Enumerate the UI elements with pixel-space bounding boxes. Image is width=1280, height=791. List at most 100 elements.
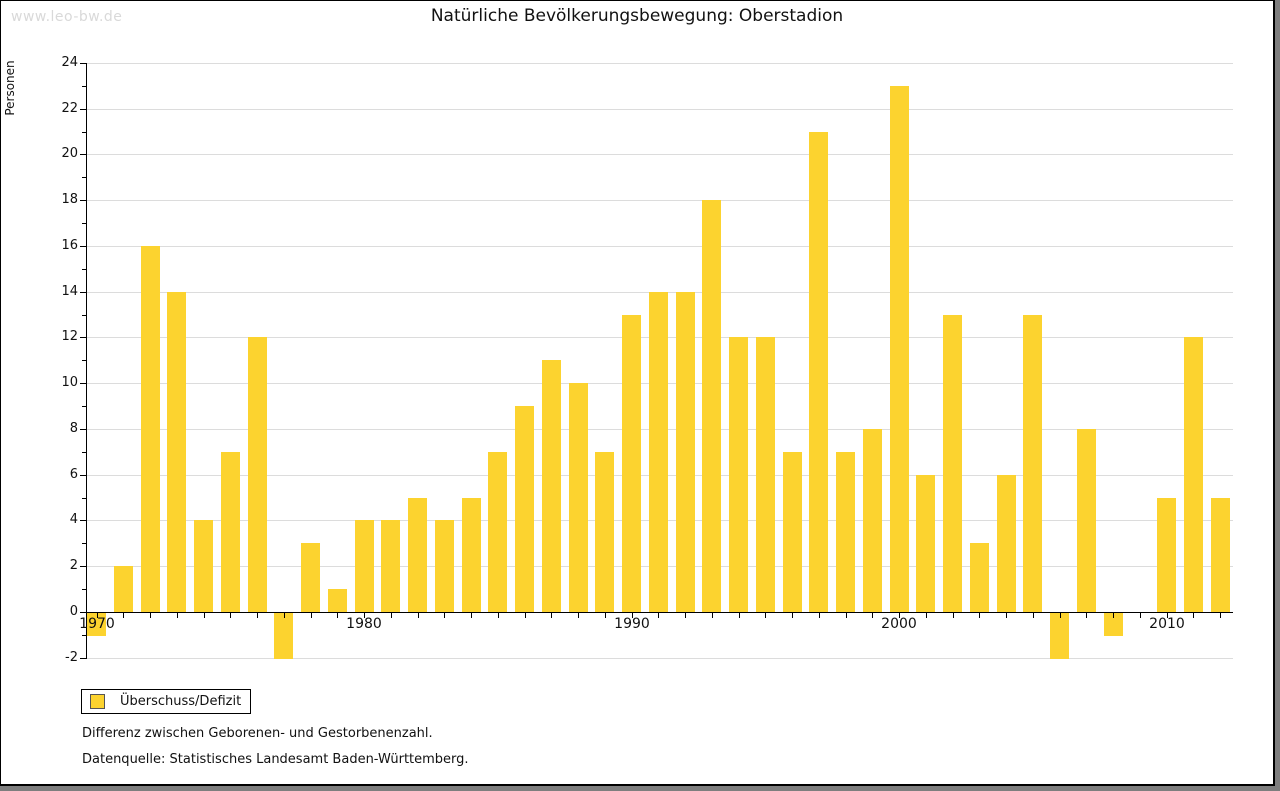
x-tick-2012 [1220, 613, 1221, 618]
x-tick-1991 [658, 613, 659, 618]
x-tick-1995 [765, 613, 766, 618]
x-tick-1977 [284, 613, 285, 618]
x-tick-1985 [498, 613, 499, 618]
x-tick-1978 [311, 613, 312, 618]
x-tick-2011 [1193, 613, 1194, 618]
bar-2006 [1050, 613, 1069, 659]
y-tick-24 [80, 63, 86, 64]
y-tick-14 [80, 292, 86, 293]
bar-1975 [221, 452, 240, 612]
y-tick-label-10: 10 [61, 375, 78, 390]
footnote-datasource: Datenquelle: Statistisches Landesamt Bad… [82, 752, 469, 767]
x-tick-1971 [123, 613, 124, 618]
bar-1970 [87, 613, 106, 636]
legend-swatch [90, 694, 105, 709]
legend-label: Überschuss/Defizit [120, 694, 242, 709]
y-tick-19 [82, 177, 86, 178]
x-tick-1992 [685, 613, 686, 618]
x-tick-1974 [204, 613, 205, 618]
bar-1980 [355, 520, 374, 612]
gridline-20 [86, 154, 1233, 155]
x-tick-label-2000: 2000 [881, 616, 917, 632]
bar-1982 [408, 498, 427, 612]
y-tick-8 [80, 429, 86, 430]
bar-1986 [515, 406, 534, 612]
bar-1974 [194, 520, 213, 612]
x-tick-2001 [926, 613, 927, 618]
bar-2012 [1211, 498, 1230, 612]
bar-1987 [542, 360, 561, 612]
y-tick-23 [82, 86, 86, 87]
x-tick-1970 [97, 613, 98, 618]
y-tick-7 [82, 452, 86, 453]
y-tick-label-4: 4 [69, 512, 78, 527]
y-tick-label-12: 12 [61, 329, 78, 344]
x-tick-1993 [712, 613, 713, 618]
bar-2007 [1077, 429, 1096, 612]
bar-1976 [248, 337, 267, 612]
x-tick-2007 [1086, 613, 1087, 618]
bar-1981 [381, 520, 400, 612]
y-tick-15 [82, 269, 86, 270]
watermark: www.leo-bw.de [11, 9, 123, 25]
y-tick--1 [82, 635, 86, 636]
y-tick-11 [82, 360, 86, 361]
bar-1978 [301, 543, 320, 612]
bar-2003 [970, 543, 989, 612]
bar-1971 [114, 566, 133, 612]
chart-title: Natürliche Bevölkerungsbewegung: Obersta… [430, 6, 844, 26]
gridline-24 [86, 63, 1233, 64]
x-tick-1987 [551, 613, 552, 618]
bar-2008 [1104, 613, 1123, 636]
y-tick-label-20: 20 [61, 146, 78, 161]
y-tick-17 [82, 223, 86, 224]
y-tick-10 [80, 383, 86, 384]
footnote-definition: Differenz zwischen Geborenen- und Gestor… [82, 726, 433, 741]
y-tick-5 [82, 498, 86, 499]
y-tick-label-22: 22 [61, 101, 78, 116]
y-tick-label-14: 14 [61, 284, 78, 299]
x-tick-2004 [1006, 613, 1007, 618]
y-tick-21 [82, 132, 86, 133]
x-tick-2008 [1113, 613, 1114, 618]
bar-2005 [1023, 315, 1042, 612]
bar-1999 [863, 429, 882, 612]
bar-2000 [890, 86, 909, 612]
y-tick-label-24: 24 [61, 55, 78, 70]
y-tick-9 [82, 406, 86, 407]
gridline-16 [86, 246, 1233, 247]
y-tick-0 [80, 612, 86, 613]
bar-1988 [569, 383, 588, 612]
bar-2004 [997, 475, 1016, 612]
y-tick-12 [80, 337, 86, 338]
x-tick-1996 [792, 613, 793, 618]
x-tick-2000 [899, 613, 900, 618]
x-tick-1999 [872, 613, 873, 618]
y-tick-6 [80, 475, 86, 476]
bar-2002 [943, 315, 962, 612]
bar-1977 [274, 613, 293, 659]
bar-1983 [435, 520, 454, 612]
legend-box: Überschuss/Defizit [81, 689, 251, 714]
x-tick-1973 [177, 613, 178, 618]
y-tick-1 [82, 589, 86, 590]
gridline-22 [86, 109, 1233, 110]
x-tick-1998 [846, 613, 847, 618]
x-tick-1989 [605, 613, 606, 618]
bar-1992 [676, 292, 695, 612]
gridline--2 [86, 658, 1233, 659]
bar-1991 [649, 292, 668, 612]
y-tick-18 [80, 200, 86, 201]
x-tick-1972 [150, 613, 151, 618]
bar-1979 [328, 589, 347, 612]
bar-1998 [836, 452, 855, 612]
y-tick-label--2: -2 [65, 650, 78, 665]
x-tick-2009 [1140, 613, 1141, 618]
bar-1989 [595, 452, 614, 612]
bar-1972 [141, 246, 160, 612]
x-tick-2005 [1033, 613, 1034, 618]
x-tick-1997 [819, 613, 820, 618]
bar-2011 [1184, 337, 1203, 612]
